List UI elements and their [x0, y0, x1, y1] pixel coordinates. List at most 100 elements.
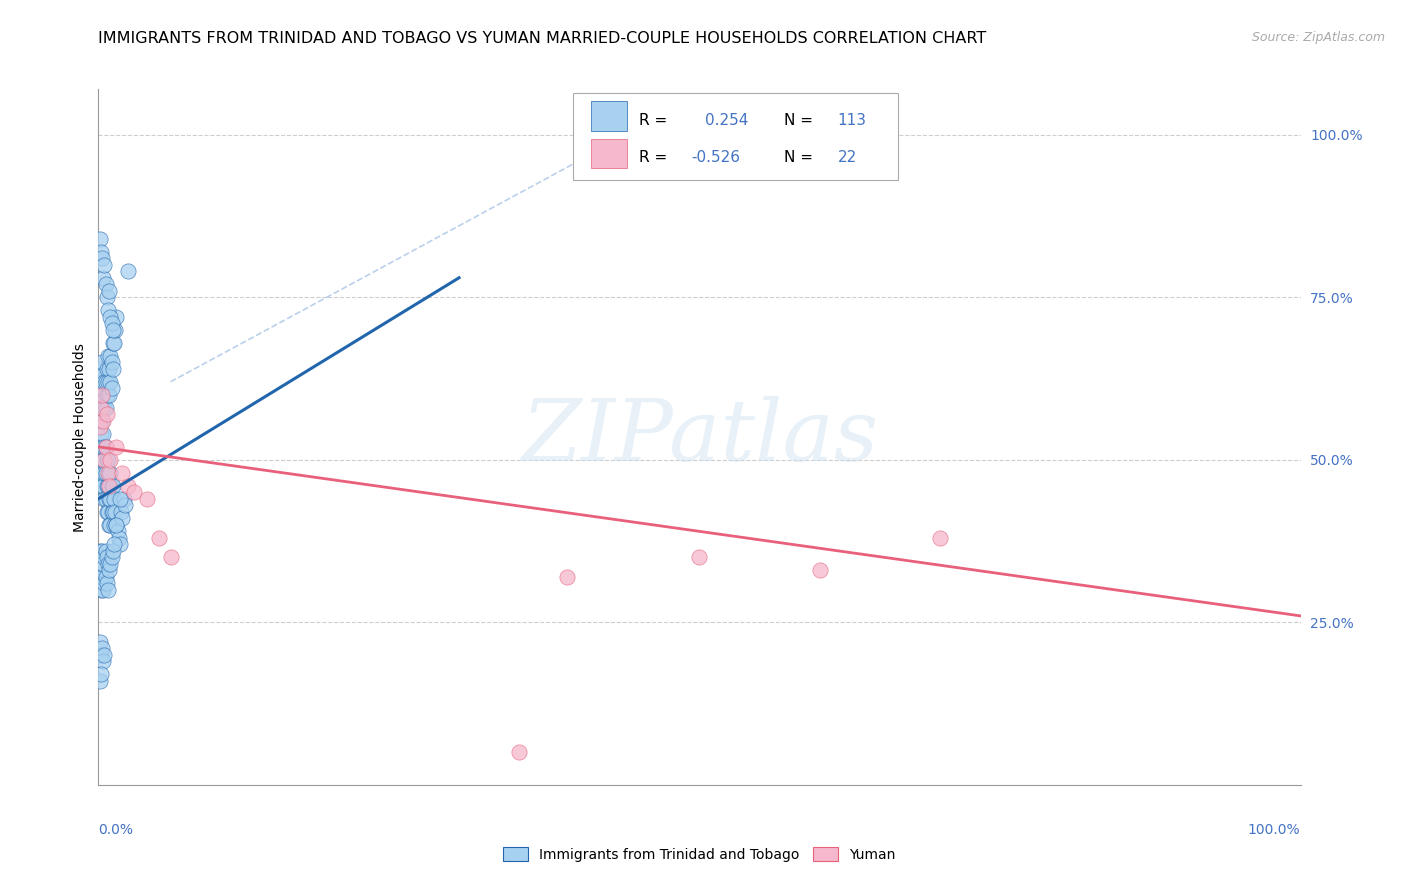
Point — [97, 466, 120, 480]
Point — [94, 570, 117, 584]
Point — [96, 576, 118, 591]
Point — [96, 479, 118, 493]
Point — [94, 544, 117, 558]
Point — [91, 440, 114, 454]
Point — [94, 401, 117, 415]
Text: 22: 22 — [838, 150, 858, 165]
Point — [90, 582, 112, 597]
Point — [928, 531, 950, 545]
Point — [94, 277, 117, 292]
Point — [98, 517, 121, 532]
Text: R =: R = — [640, 150, 672, 165]
Point — [91, 479, 114, 493]
Point — [98, 491, 121, 506]
Text: N =: N = — [783, 150, 817, 165]
Point — [97, 453, 120, 467]
Point — [91, 544, 114, 558]
Point — [97, 557, 120, 571]
Point — [97, 582, 120, 597]
Point — [91, 388, 114, 402]
Point — [91, 414, 114, 428]
Text: N =: N = — [783, 112, 817, 128]
Point — [96, 290, 118, 304]
Point — [101, 323, 124, 337]
Point — [98, 466, 121, 480]
Point — [101, 361, 124, 376]
Point — [100, 479, 122, 493]
Point — [91, 654, 114, 668]
Point — [114, 499, 136, 513]
Text: IMMIGRANTS FROM TRINIDAD AND TOBAGO VS YUMAN MARRIED-COUPLE HOUSEHOLDS CORRELATI: IMMIGRANTS FROM TRINIDAD AND TOBAGO VS Y… — [98, 31, 987, 46]
Point — [98, 388, 121, 402]
Point — [91, 355, 114, 369]
Point — [94, 440, 117, 454]
Point — [91, 414, 114, 428]
Point — [91, 466, 114, 480]
Point — [111, 466, 134, 480]
Point — [100, 557, 122, 571]
Point — [101, 505, 124, 519]
FancyBboxPatch shape — [574, 93, 898, 179]
Point — [93, 466, 115, 480]
Point — [98, 361, 121, 376]
Point — [689, 550, 711, 565]
Point — [90, 667, 112, 681]
Point — [100, 550, 122, 565]
Point — [89, 635, 111, 649]
Point — [104, 323, 127, 337]
Point — [117, 264, 139, 278]
Point — [91, 270, 114, 285]
Point — [89, 388, 111, 402]
Point — [90, 479, 112, 493]
Point — [89, 361, 111, 376]
Point — [93, 550, 115, 565]
Point — [100, 316, 122, 330]
Point — [101, 479, 124, 493]
Point — [89, 420, 111, 434]
Point — [96, 388, 118, 402]
Point — [110, 505, 132, 519]
Point — [89, 673, 111, 688]
Point — [91, 570, 114, 584]
Point — [90, 401, 112, 415]
Point — [94, 440, 117, 454]
Point — [91, 426, 114, 441]
Point — [100, 310, 122, 324]
Point — [91, 368, 114, 383]
FancyBboxPatch shape — [592, 102, 627, 130]
Point — [94, 466, 117, 480]
Point — [100, 491, 122, 506]
Point — [90, 426, 112, 441]
Text: ZIPatlas: ZIPatlas — [520, 396, 879, 478]
Point — [89, 232, 111, 246]
Text: Source: ZipAtlas.com: Source: ZipAtlas.com — [1251, 31, 1385, 45]
Point — [117, 479, 139, 493]
Point — [100, 375, 122, 389]
Point — [103, 517, 125, 532]
Point — [104, 505, 127, 519]
Point — [103, 335, 125, 350]
Point — [93, 648, 115, 662]
Point — [100, 355, 122, 369]
Point — [108, 491, 131, 506]
Point — [93, 258, 115, 272]
Point — [100, 453, 122, 467]
Point — [96, 361, 118, 376]
Point — [94, 375, 117, 389]
Text: 100.0%: 100.0% — [1249, 823, 1301, 837]
Point — [90, 557, 112, 571]
Point — [91, 641, 114, 656]
Point — [91, 582, 114, 597]
Point — [93, 401, 115, 415]
Point — [808, 563, 831, 577]
Point — [97, 349, 120, 363]
Point — [96, 407, 118, 421]
Y-axis label: Married-couple Households: Married-couple Households — [73, 343, 87, 532]
Point — [91, 453, 114, 467]
Point — [105, 517, 128, 532]
Point — [94, 491, 117, 506]
Point — [148, 531, 170, 545]
Point — [96, 453, 118, 467]
Point — [96, 505, 118, 519]
Point — [101, 544, 124, 558]
